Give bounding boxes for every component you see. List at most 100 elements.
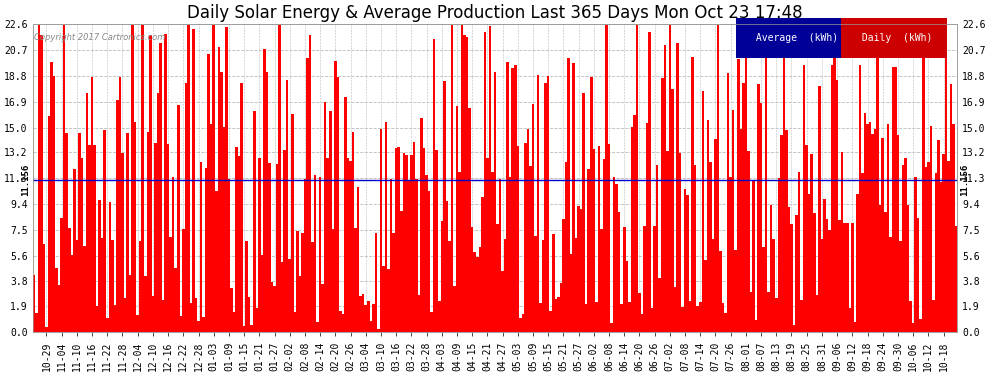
Bar (291, 114, 294, 332)
Bar (707, 120, 709, 332)
Bar (489, 26, 491, 332)
Bar (463, 35, 466, 332)
Bar (575, 238, 577, 332)
Bar (448, 241, 450, 332)
Bar (322, 284, 324, 332)
Bar (63, 25, 65, 332)
Bar (696, 306, 699, 332)
Bar (904, 158, 907, 332)
Text: 11.156: 11.156 (960, 164, 969, 196)
Bar (780, 135, 783, 332)
Bar (770, 205, 772, 332)
Bar (765, 25, 767, 332)
Bar (471, 226, 473, 332)
Bar (433, 39, 436, 332)
Bar (408, 180, 410, 332)
Bar (369, 321, 372, 332)
Bar (512, 68, 514, 332)
Bar (263, 49, 265, 332)
Bar (704, 260, 707, 332)
Bar (752, 181, 754, 332)
Bar (48, 116, 50, 332)
Bar (691, 57, 694, 332)
Bar (301, 232, 304, 332)
Bar (709, 162, 712, 332)
Bar (329, 111, 332, 332)
Bar (605, 25, 608, 332)
Bar (938, 140, 940, 332)
Bar (902, 165, 904, 332)
Bar (947, 162, 949, 332)
Bar (197, 321, 200, 332)
Bar (202, 317, 205, 332)
Bar (250, 325, 253, 332)
Bar (631, 127, 634, 332)
Bar (207, 54, 210, 332)
Bar (241, 82, 243, 332)
Bar (608, 144, 610, 332)
Bar (618, 212, 621, 332)
Bar (278, 25, 281, 332)
Bar (747, 151, 749, 332)
Bar (730, 177, 732, 332)
Bar (228, 179, 231, 332)
Bar (483, 32, 486, 332)
Bar (161, 300, 164, 332)
Bar (253, 111, 255, 332)
Bar (920, 319, 922, 332)
Bar (892, 67, 894, 332)
Bar (725, 313, 727, 332)
Bar (628, 302, 631, 332)
Bar (772, 239, 775, 332)
Bar (283, 150, 286, 332)
Bar (549, 311, 552, 332)
Bar (149, 35, 151, 332)
Bar (767, 292, 770, 332)
Bar (179, 315, 182, 332)
Bar (517, 146, 519, 332)
Bar (270, 282, 273, 332)
Bar (460, 25, 463, 332)
Bar (121, 153, 124, 332)
Bar (494, 72, 496, 332)
Bar (499, 180, 501, 332)
Bar (91, 76, 93, 332)
Bar (382, 266, 385, 332)
Bar (258, 158, 260, 332)
Bar (154, 142, 156, 332)
Bar (294, 312, 296, 332)
Bar (119, 77, 121, 332)
Bar (139, 241, 142, 332)
Bar (182, 229, 184, 332)
Bar (306, 58, 309, 332)
Bar (537, 75, 540, 332)
Bar (590, 77, 593, 332)
Bar (757, 84, 759, 332)
Bar (491, 172, 494, 332)
Bar (413, 142, 415, 332)
Bar (519, 318, 522, 332)
Bar (803, 65, 806, 332)
Bar (587, 169, 590, 332)
Bar (75, 240, 78, 332)
Bar (96, 306, 98, 332)
Bar (742, 83, 744, 332)
Bar (455, 106, 458, 332)
Bar (142, 25, 144, 332)
Bar (623, 227, 626, 332)
Bar (567, 58, 570, 332)
Bar (727, 74, 730, 332)
Bar (324, 102, 327, 332)
Bar (124, 298, 127, 332)
Bar (823, 199, 826, 332)
Bar (195, 298, 197, 332)
Bar (450, 25, 453, 332)
Bar (676, 43, 679, 332)
Bar (446, 201, 448, 332)
Bar (644, 226, 645, 332)
Bar (524, 142, 527, 332)
Bar (925, 167, 927, 332)
Bar (248, 297, 250, 332)
Bar (340, 311, 342, 332)
Bar (714, 139, 717, 332)
